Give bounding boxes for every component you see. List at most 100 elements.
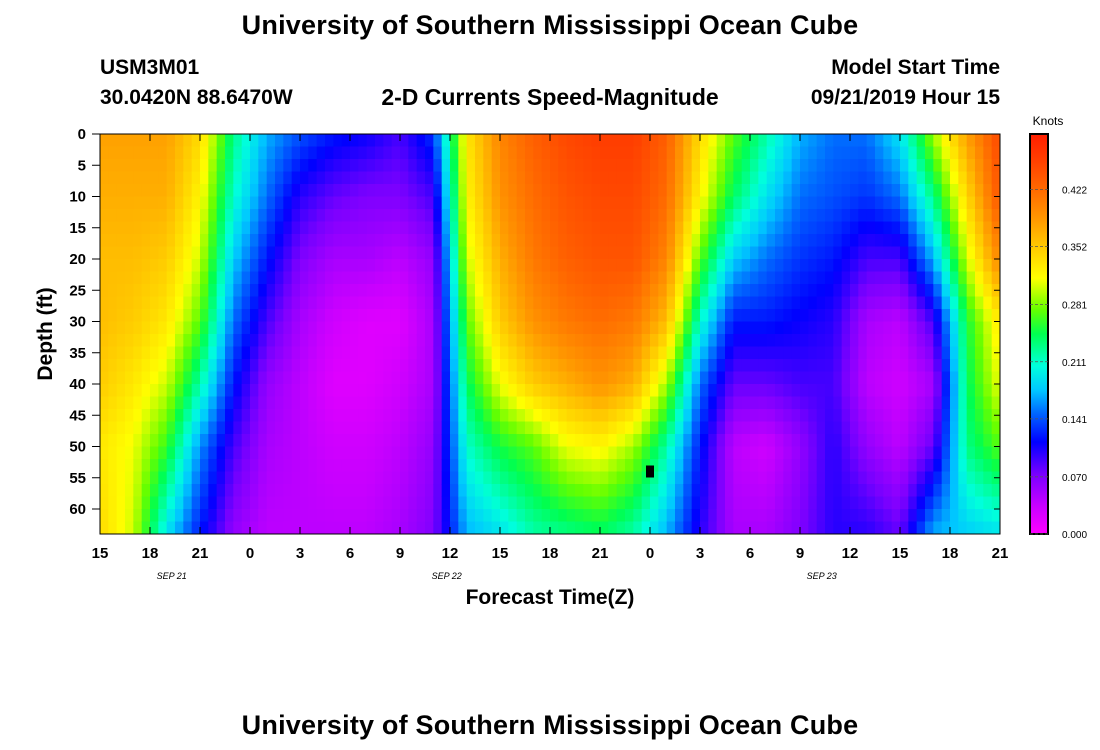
heatmap-cell: [875, 521, 884, 534]
heatmap-cell: [108, 384, 118, 398]
heatmap-cell: [983, 271, 993, 285]
heatmap-cell: [758, 246, 768, 260]
heatmap-cell: [658, 484, 668, 498]
heatmap-cell: [733, 471, 743, 485]
heatmap-cell: [641, 321, 651, 335]
heatmap-cell: [141, 196, 151, 210]
heatmap-cell: [225, 471, 234, 485]
heatmap-cell: [475, 159, 484, 173]
heatmap-cell: [691, 146, 701, 160]
heatmap-cell: [100, 471, 109, 485]
heatmap-cell: [391, 359, 401, 373]
heatmap-cell: [175, 434, 184, 448]
heatmap-cell: [625, 146, 634, 160]
heatmap-cell: [300, 371, 309, 385]
heatmap-cell: [966, 146, 976, 160]
heatmap-cell: [741, 259, 751, 273]
heatmap-cell: [941, 309, 951, 323]
heatmap-cell: [375, 321, 384, 335]
heatmap-cell: [116, 359, 126, 373]
heatmap-cell: [191, 409, 201, 423]
heatmap-cell: [408, 146, 418, 160]
heatmap-cell: [250, 446, 259, 460]
heatmap-cell: [433, 496, 443, 510]
heatmap-cell: [566, 321, 576, 335]
heatmap-cell: [275, 309, 284, 323]
heatmap-cell: [366, 509, 376, 523]
heatmap-cell: [708, 234, 718, 248]
heatmap-cell: [675, 371, 684, 385]
heatmap-cell: [566, 284, 576, 298]
heatmap-cell: [466, 521, 476, 534]
heatmap-cell: [391, 159, 401, 173]
heatmap-cell: [200, 509, 209, 523]
heatmap-cell: [408, 346, 418, 360]
heatmap-cell: [725, 496, 734, 510]
heatmap-cell: [708, 471, 718, 485]
heatmap-cell: [575, 221, 584, 235]
heatmap-cell: [858, 346, 868, 360]
heatmap-cell: [850, 334, 859, 348]
heatmap-cell: [700, 159, 709, 173]
heatmap-cell: [533, 496, 543, 510]
heatmap-cell: [433, 246, 443, 260]
heatmap-cell: [633, 509, 643, 523]
heatmap-cell: [550, 284, 559, 298]
heatmap-cell: [791, 221, 801, 235]
heatmap-cell: [150, 184, 159, 198]
heatmap-cell: [441, 209, 451, 223]
heatmap-cell: [508, 496, 518, 510]
heatmap-cell: [708, 334, 718, 348]
heatmap-cell: [275, 371, 284, 385]
heatmap-cell: [408, 259, 418, 273]
heatmap-cell: [125, 209, 134, 223]
heatmap-cell: [133, 384, 143, 398]
heatmap-cell: [358, 396, 368, 410]
heatmap-cell: [233, 359, 243, 373]
heatmap-cell: [550, 421, 559, 435]
heatmap-cell: [533, 171, 543, 185]
heatmap-cell: [250, 159, 259, 173]
heatmap-cell: [733, 421, 743, 435]
heatmap-cell: [566, 521, 576, 534]
heatmap-cell: [983, 196, 993, 210]
heatmap-cell: [916, 234, 926, 248]
heatmap-cell: [216, 271, 226, 285]
heatmap-cell: [791, 446, 801, 460]
heatmap-cell: [200, 284, 209, 298]
heatmap-cell: [466, 146, 476, 160]
heatmap-cell: [658, 471, 668, 485]
heatmap-cell: [350, 184, 359, 198]
heatmap-cell: [408, 334, 418, 348]
heatmap-cell: [983, 421, 993, 435]
heatmap-cell: [183, 321, 193, 335]
heatmap-cell: [908, 334, 918, 348]
heatmap-cell: [750, 284, 759, 298]
heatmap-cell: [350, 384, 359, 398]
heatmap-cell: [491, 459, 501, 473]
heatmap-cell: [300, 359, 309, 373]
heatmap-cell: [600, 246, 609, 260]
heatmap-cell: [641, 334, 651, 348]
heatmap-cell: [700, 184, 709, 198]
heatmap-cell: [291, 184, 301, 198]
heatmap-cell: [925, 396, 934, 410]
heatmap-cell: [475, 396, 484, 410]
heatmap-cell: [691, 134, 701, 148]
heatmap-cell: [941, 259, 951, 273]
heatmap-cell: [158, 334, 168, 348]
heatmap-cell: [341, 234, 351, 248]
heatmap-cell: [200, 384, 209, 398]
heatmap-cell: [441, 321, 451, 335]
heatmap-cell: [741, 184, 751, 198]
y-tick-label: 0: [78, 126, 86, 143]
heatmap-cell: [483, 346, 493, 360]
heatmap-cell: [483, 159, 493, 173]
heatmap-cell: [816, 296, 826, 310]
heatmap-cell: [841, 259, 851, 273]
heatmap-cell: [116, 196, 126, 210]
heatmap-cell: [800, 321, 809, 335]
heatmap-cell: [758, 521, 768, 534]
heatmap-cell: [425, 459, 434, 473]
heatmap-cell: [308, 234, 318, 248]
